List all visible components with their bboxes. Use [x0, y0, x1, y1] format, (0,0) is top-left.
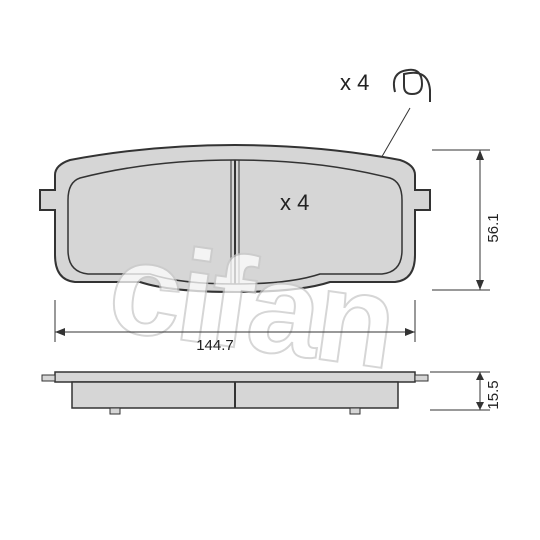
technical-drawing: x 4 x 4 cifan 144.7 56.1 — [0, 0, 540, 540]
thickness-value: 15.5 — [485, 380, 502, 409]
dimension-thickness: 15.5 — [430, 372, 502, 410]
dimension-height: 56.1 — [432, 150, 502, 290]
pad-quantity-label: x 4 — [280, 190, 309, 215]
height-value: 56.1 — [485, 213, 502, 242]
clip-icon — [394, 70, 430, 102]
clip-leader-line — [380, 108, 410, 160]
width-value: 144.7 — [196, 337, 234, 354]
brake-pad-side-view — [42, 372, 428, 414]
clip-quantity-label: x 4 — [340, 70, 369, 95]
